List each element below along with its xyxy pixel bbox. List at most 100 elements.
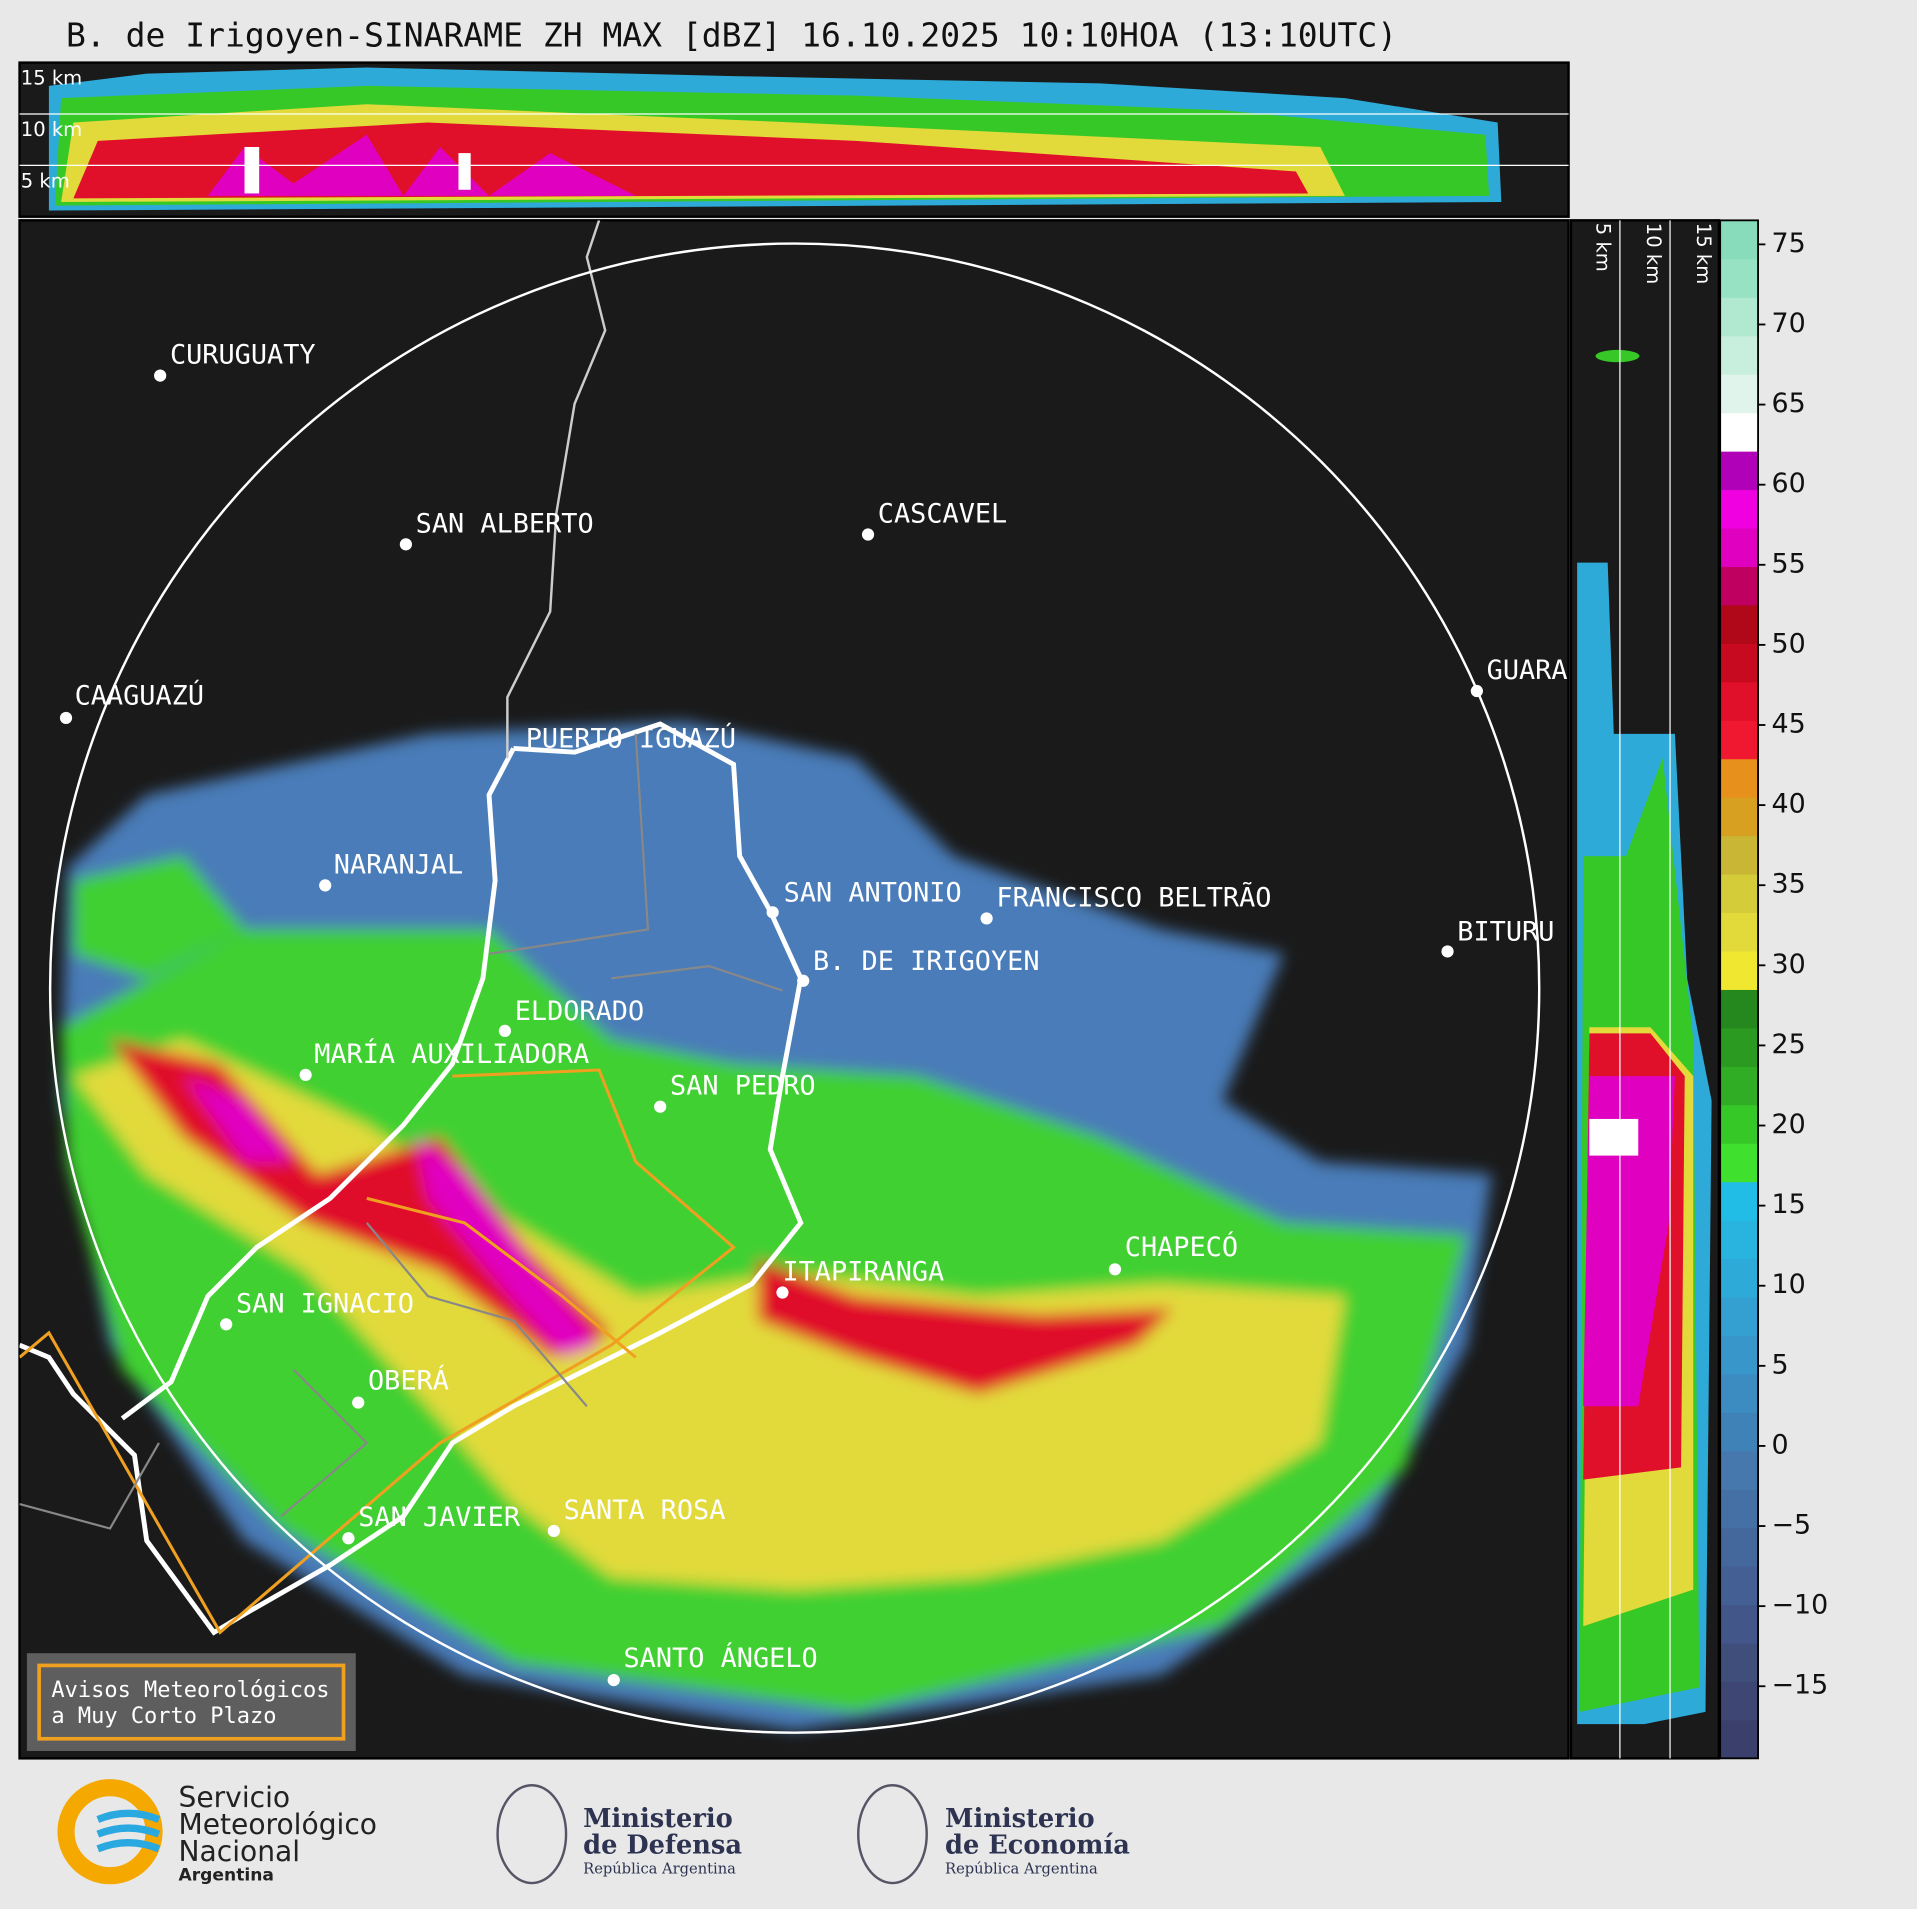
colorbar-band: [1720, 1335, 1759, 1375]
range-ring: [48, 242, 1541, 1734]
city-label: CURUGUATY: [170, 340, 316, 371]
warning-box: [26, 1653, 356, 1752]
colorbar-band: [1720, 950, 1759, 990]
colorbar-tick-label: 70: [1772, 308, 1806, 339]
city-dot: [980, 912, 993, 925]
colorbar-tick-label: 35: [1772, 869, 1806, 900]
colorbar-tick-label: −5: [1772, 1510, 1812, 1541]
city-label: PUERTO IGUAZÚ: [526, 722, 736, 754]
colorbar-band: [1720, 835, 1759, 875]
colorbar-band: [1720, 1604, 1759, 1644]
city-dot: [766, 906, 779, 919]
city-label: GUARA: [1487, 655, 1568, 686]
colorbar-tick-label: 30: [1772, 949, 1806, 980]
city-label: SANTO ÁNGELO: [624, 1642, 818, 1674]
colorbar-band: [1720, 1181, 1759, 1221]
city-label: OBERÁ: [368, 1364, 449, 1396]
colorbar-band: [1720, 1296, 1759, 1337]
colorbar-band: [1720, 1027, 1759, 1067]
city-dot: [797, 974, 810, 987]
side-label: 10 km: [1642, 223, 1665, 284]
warning-text: a Muy Corto Plazo: [51, 1704, 276, 1729]
city-label: ELDORADO: [515, 996, 644, 1027]
colorbar-tick-label: 5: [1772, 1349, 1789, 1380]
colorbar-frame: [1719, 219, 1759, 1760]
city-dot: [1108, 1263, 1122, 1276]
colorbar-band: [1720, 912, 1759, 952]
colorbar-band: [1720, 412, 1759, 452]
colorbar-band: [1720, 1489, 1759, 1529]
crest: [857, 1784, 928, 1885]
colorbar-band: [1720, 1681, 1759, 1721]
city-label: FRANCISCO BELTRÃO: [996, 881, 1271, 913]
colorbar-band: [1720, 681, 1759, 721]
city-dot: [220, 1318, 233, 1331]
colorbar-tick-label: 60: [1772, 468, 1806, 499]
city-dot: [352, 1396, 365, 1409]
colorbar-band: [1720, 1566, 1759, 1606]
city-dot: [547, 1524, 560, 1538]
city-label: SAN ANTONIO: [784, 877, 962, 908]
city-label: BITURU: [1457, 917, 1554, 948]
city-label: SAN JAVIER: [358, 1502, 521, 1533]
colorbar-band: [1720, 720, 1759, 760]
colorbar-band: [1720, 758, 1759, 798]
city-dot: [59, 711, 73, 725]
city-label: SAN IGNACIO: [236, 1288, 414, 1319]
logo-text: Meteorológico: [178, 1808, 377, 1841]
city-dot: [342, 1532, 355, 1545]
title: B. de Irigoyen-SINARAME ZH MAX [dBZ] 16.…: [66, 16, 1397, 55]
city-label: NARANJAL: [334, 849, 463, 880]
colorbar-tick-label: 0: [1772, 1429, 1789, 1460]
height-label: 10 km: [21, 118, 82, 141]
colorbar-band: [1720, 1066, 1759, 1106]
city-dot: [1470, 684, 1483, 698]
colorbar-tick-label: 10: [1772, 1269, 1806, 1300]
colorbar-tick-label: 15: [1772, 1189, 1806, 1220]
side-label: 15 km: [1692, 223, 1715, 284]
colorbar-band: [1720, 643, 1759, 683]
city-dot: [654, 1100, 667, 1113]
colorbar-band: [1720, 1258, 1759, 1298]
city-dot: [399, 538, 413, 551]
city-dot: [319, 879, 332, 892]
colorbar-band: [1720, 1642, 1759, 1683]
colorbar-tick-label: 45: [1772, 708, 1806, 739]
colorbar-band: [1720, 374, 1759, 414]
city-dot: [154, 369, 167, 382]
logo-text: de Economía: [945, 1831, 1130, 1861]
city-dot: [776, 1286, 789, 1299]
warning-text: Avisos Meteorológicos: [51, 1678, 329, 1703]
city-label: CHAPECÓ: [1125, 1231, 1238, 1263]
logo-text: Argentina: [178, 1866, 273, 1886]
city-label: CAAGUAZÚ: [75, 680, 204, 712]
colorbar-band: [1720, 989, 1759, 1029]
colorbar-band: [1720, 1450, 1759, 1490]
colorbar-band: [1720, 220, 1759, 260]
colorbar-band: [1720, 335, 1759, 375]
colorbar-band: [1720, 451, 1759, 491]
colorbar-band: [1720, 1373, 1759, 1413]
colorbar-tick-label: 75: [1772, 228, 1806, 259]
crest: [496, 1784, 568, 1885]
colorbar-band: [1720, 297, 1759, 337]
colorbar-band: [1720, 258, 1759, 298]
colorbar-tick-label: 25: [1772, 1029, 1806, 1060]
colorbar-tick-label: 50: [1772, 628, 1806, 659]
city-label: SANTA ROSA: [564, 1495, 726, 1526]
colorbar-tick-label: 65: [1772, 388, 1806, 419]
warning-frame: [37, 1663, 346, 1741]
colorbar-band: [1720, 527, 1759, 568]
colorbar-tick-label: −15: [1772, 1670, 1829, 1701]
logo-text: Servicio: [178, 1781, 290, 1814]
city-dot: [607, 1673, 620, 1687]
echoes: CURUGUATY SAN ALBERTO CASCAVEL CAAGUAZÚ GUAR…: [19, 220, 1568, 1734]
logo-text: Ministerio: [583, 1804, 733, 1834]
side-label: 5 km: [1592, 223, 1615, 272]
colorbar-band: [1720, 1220, 1759, 1260]
city-dot: [861, 528, 875, 541]
height-label: 5 km: [21, 169, 70, 192]
city-label: SAN ALBERTO: [416, 508, 594, 539]
